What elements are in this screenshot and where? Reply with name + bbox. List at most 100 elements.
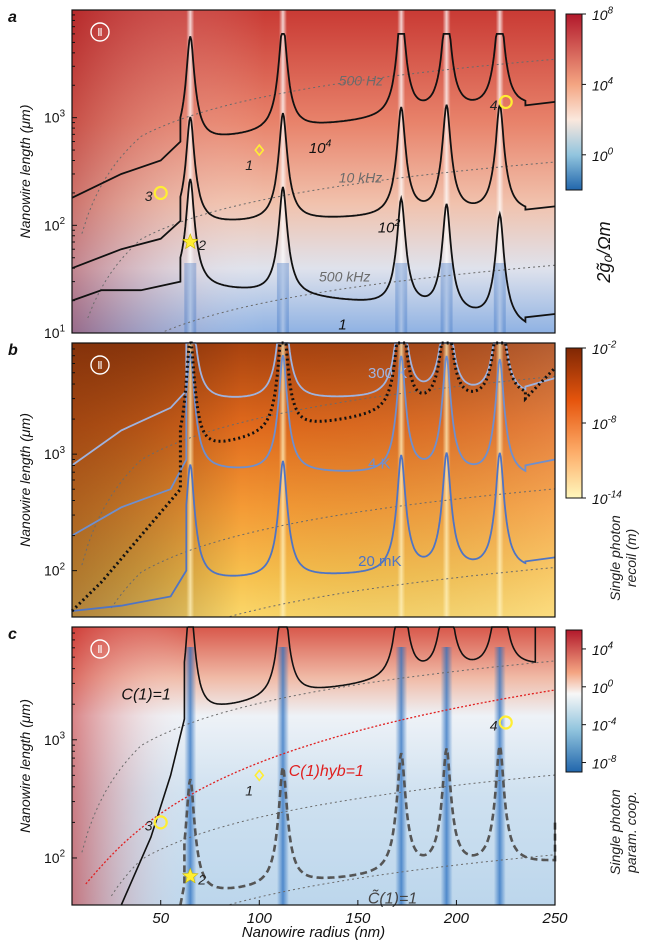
contour-label-1: C(1)hyb=1	[289, 763, 364, 780]
frequency-line-2	[229, 567, 556, 618]
marker-label-4: 4	[490, 718, 498, 734]
resonance-band-3	[440, 647, 453, 905]
resonance-blue-0	[184, 263, 197, 333]
frequency-line-0	[81, 660, 556, 853]
colorbar-tick-label-0: 108	[592, 6, 614, 23]
resonance-band-0	[186, 10, 195, 333]
colorbar-tick-label-0: 10-2	[592, 340, 617, 357]
panel-letter: a	[8, 9, 17, 26]
frequency-line-2	[229, 854, 556, 906]
colorbar-tick-label-0: 104	[592, 641, 614, 658]
marker-3	[153, 815, 168, 830]
badge-circle	[90, 22, 110, 42]
contour-label-1: 102	[378, 217, 401, 237]
ytick-label-1: 103	[44, 730, 66, 747]
contour-solid	[120, 626, 537, 906]
colorbar	[565, 13, 583, 191]
resonance-blue-3	[440, 263, 453, 333]
xtick-label-3: 200	[443, 910, 470, 927]
marker-4	[498, 94, 513, 110]
panel-letter: b	[8, 342, 18, 359]
contour-0	[71, 33, 556, 199]
colorbar-tick-label-1: 100	[592, 679, 614, 696]
dotted-threshold-curve	[70, 341, 557, 613]
resonance-band-3	[442, 10, 451, 333]
frequency-label-2: 500 kHz	[319, 269, 370, 285]
colorbar-tick-label-2: 10-14	[592, 490, 622, 507]
marker-4	[498, 715, 513, 730]
contour-0	[71, 342, 556, 467]
frequency-label-1: 10 kHz	[339, 169, 383, 185]
xtick-label-2: 150	[345, 910, 371, 927]
colorbar-label: Single photonrecoil (m)	[607, 515, 639, 601]
resonance-band-0	[186, 343, 195, 617]
marker-label-1: 1	[245, 782, 253, 798]
colorbar-label: Single photonparam. coop.	[607, 789, 639, 875]
y-axis-label: Nanowire length (μm)	[17, 413, 33, 547]
resonance-blue-4	[493, 263, 506, 333]
ytick-label-0: 102	[44, 849, 65, 866]
resonance-blue-2	[395, 263, 408, 333]
contour-1	[71, 101, 556, 270]
marker-label-2: 2	[197, 871, 206, 887]
marker-label-3: 3	[145, 188, 153, 204]
badge-label: Ⅱ	[97, 644, 102, 656]
frequency-line-0	[81, 58, 556, 234]
frequency-line-2	[164, 264, 556, 332]
contour-2	[71, 178, 556, 324]
resonance-band-2	[395, 647, 408, 905]
y-axis-label: Nanowire length (μm)	[17, 105, 33, 239]
colorbar-tick-label-1: 104	[592, 76, 614, 93]
heatmap-shade	[72, 10, 555, 333]
frequency-line-1	[87, 161, 556, 319]
resonance-band-4	[495, 343, 504, 617]
panel-c: C(1)=1 C(1)hyb=1 C̃(1)=1 1 2 3 4 Ⅱ 102 103 Nanowir…	[8, 626, 639, 940]
frequency-label-0: 500 Hz	[339, 72, 383, 88]
resonance-band-0	[184, 647, 197, 905]
colorbar-tick-label-2: 10-4	[592, 716, 617, 733]
xtick-label-1: 100	[247, 910, 273, 927]
contour-1	[71, 353, 556, 537]
panel-b: 300 K 4 K 20 mK Ⅱ 102 103 Nanowire length (μm)…	[8, 340, 639, 618]
marker-label-2: 2	[197, 237, 206, 253]
contour-label-0: 104	[309, 137, 332, 157]
contour-label-2: C̃(1)=1	[368, 888, 417, 908]
contour-label-1: 4 K	[368, 456, 391, 473]
resonance-band-2	[397, 10, 406, 333]
ytick-label-0: 102	[44, 561, 65, 578]
marker-label-3: 3	[145, 817, 153, 833]
badge-label: Ⅱ	[97, 27, 102, 39]
contour-2	[71, 452, 556, 612]
heatmap-shade	[72, 627, 555, 905]
marker-label-1: 1	[245, 157, 253, 173]
panel-a: 500 Hz 10 kHz 500 kHz 104 102 1 1 2 3 4 Ⅱ 101 102 103…	[8, 6, 614, 341]
contour-label-2: 20 mK	[358, 553, 401, 570]
badge-label: Ⅱ	[97, 360, 102, 372]
resonance-band-2	[397, 343, 406, 617]
axes-frame	[71, 9, 556, 334]
colorbar-tick-label-1: 10-8	[592, 415, 617, 432]
contour-label-2: 1	[338, 316, 346, 333]
resonance-band-1	[276, 647, 289, 905]
xtick-label-0: 50	[152, 910, 169, 927]
contour-dashed	[179, 745, 557, 906]
colorbar	[565, 629, 583, 773]
resonance-band-1	[278, 343, 287, 617]
ytick-label-2: 103	[44, 108, 66, 125]
frequency-line-1	[110, 488, 556, 609]
resonance-blue-1	[276, 263, 289, 333]
contour-label-0: 300 K	[368, 365, 407, 382]
x-axis-label: Nanowire radius (nm)	[242, 924, 385, 940]
ytick-label-1: 103	[44, 445, 66, 462]
marker-2	[181, 867, 199, 884]
colorbar-tick-label-3: 10-8	[592, 754, 617, 771]
badge-circle	[90, 639, 110, 659]
marker-label-4: 4	[490, 97, 498, 113]
resonance-band-3	[442, 343, 451, 617]
colorbar-tick-label-2: 100	[592, 147, 614, 164]
marker-2	[181, 233, 199, 250]
badge-circle	[90, 355, 110, 375]
xtick-label-4: 250	[541, 910, 568, 927]
resonance-band-1	[278, 10, 287, 333]
